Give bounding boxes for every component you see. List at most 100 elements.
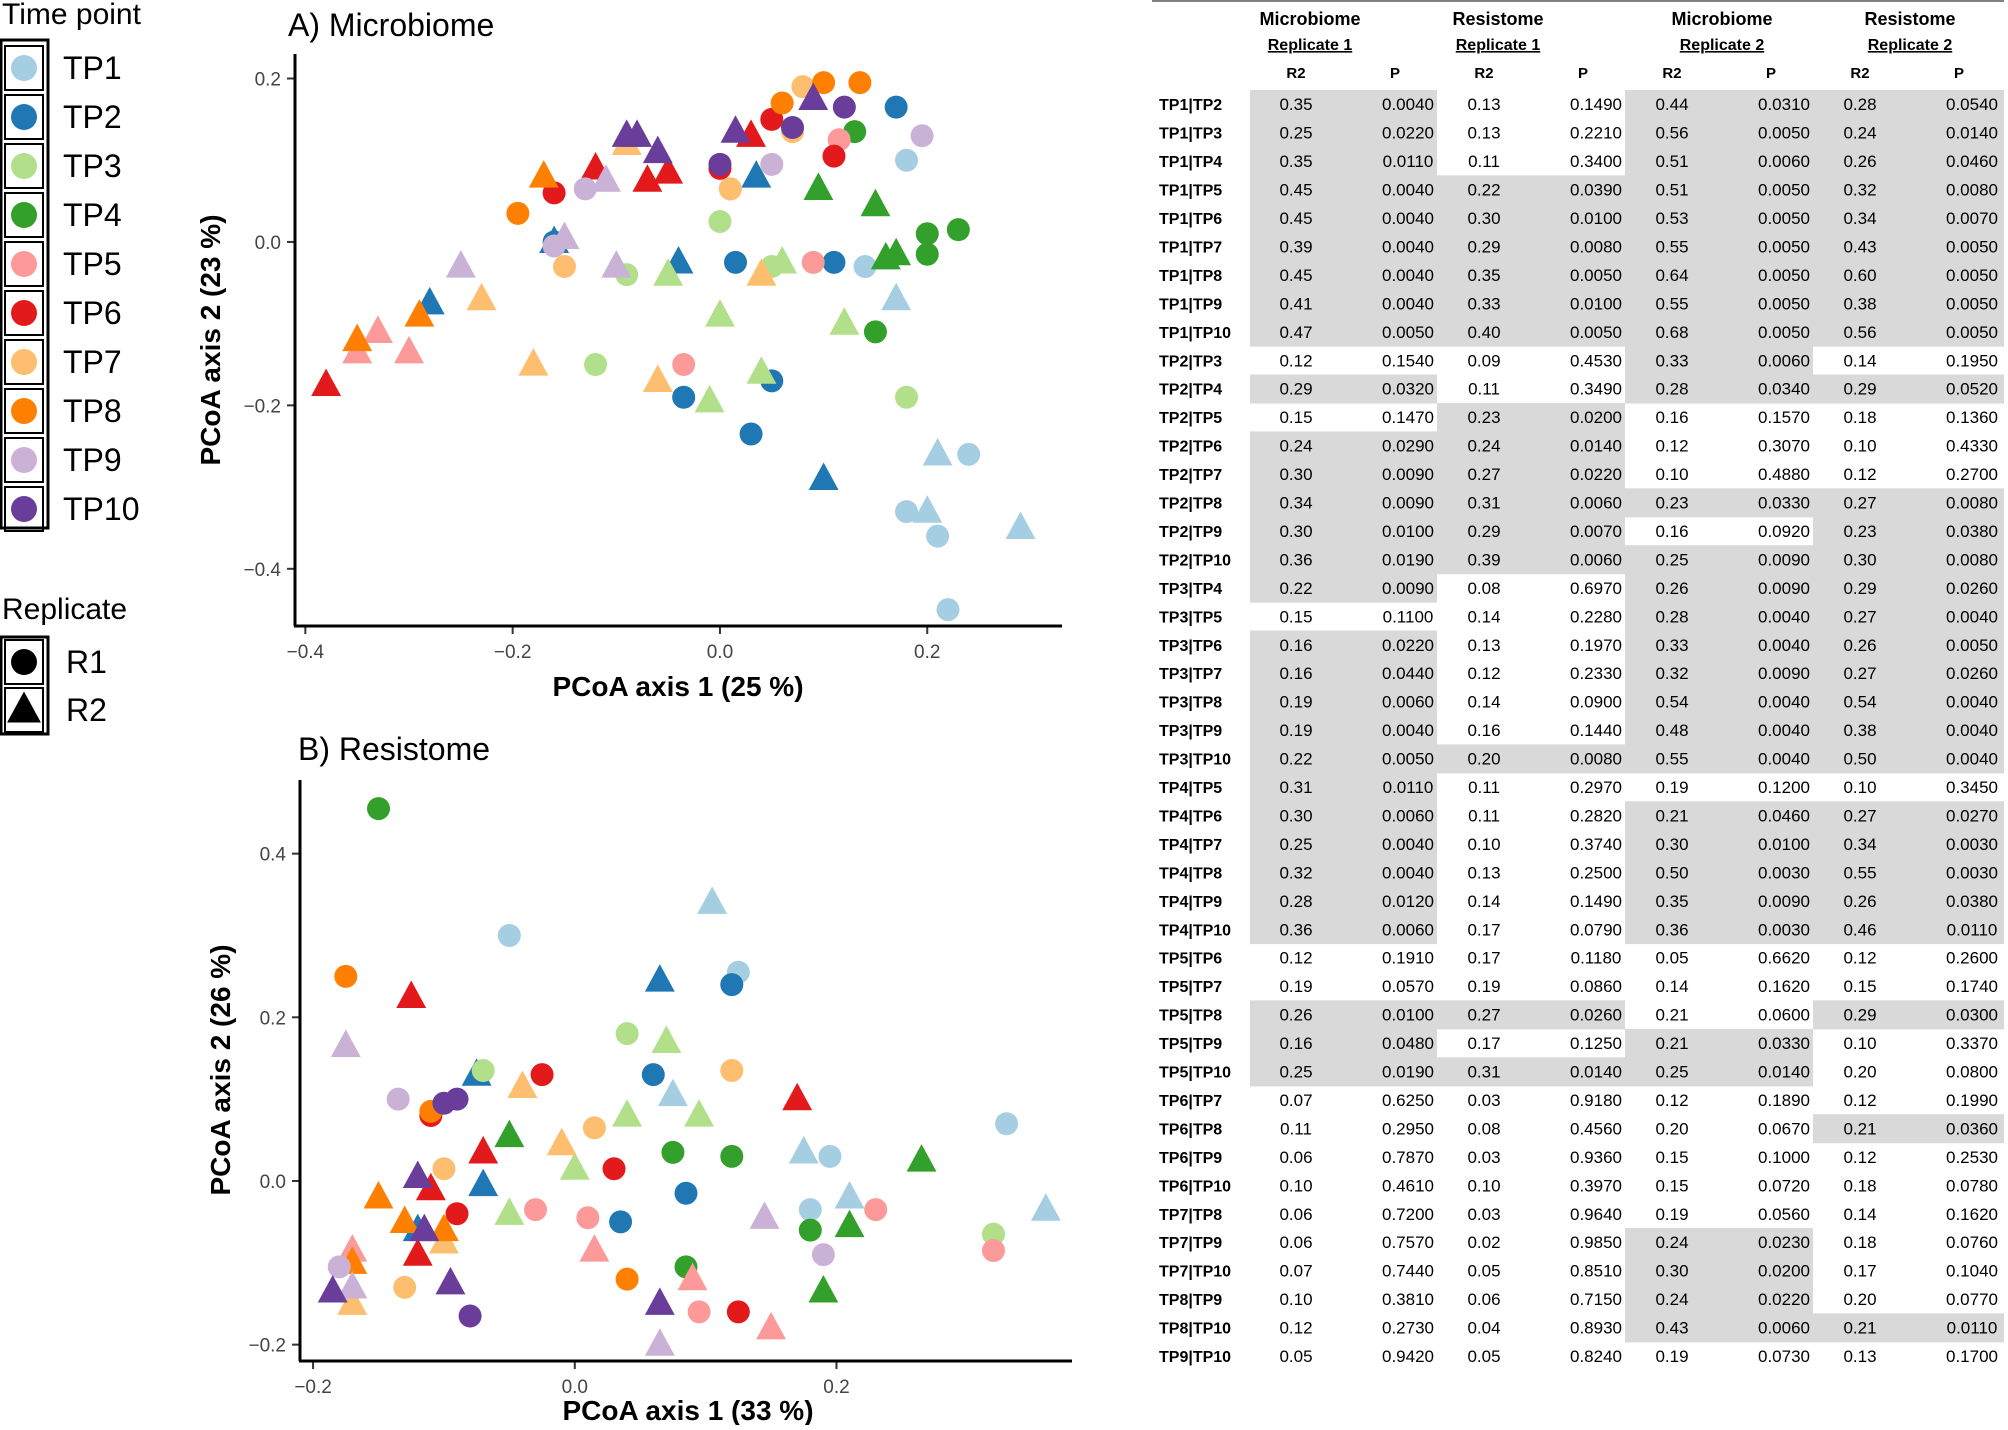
table-cell-r2: 0.06 bbox=[1279, 1233, 1312, 1252]
table-cell-p: 0.3810 bbox=[1382, 1290, 1434, 1309]
table-significance-shade bbox=[1625, 1313, 1813, 1343]
table-cell-p: 0.0780 bbox=[1946, 1176, 1998, 1195]
legend-swatch-tp4 bbox=[11, 202, 37, 228]
table-cell-p: 0.1490 bbox=[1570, 892, 1622, 911]
table-significance-shade bbox=[1813, 488, 2004, 518]
table-significance-shade bbox=[1437, 203, 1625, 233]
table-cell-p: 0.3490 bbox=[1570, 380, 1622, 399]
table-cell-p: 0.0330 bbox=[1758, 494, 1810, 513]
microbiome-point-tp10-r1 bbox=[832, 95, 856, 119]
table-cell-r2: 0.55 bbox=[1655, 237, 1688, 256]
table-cell-p: 0.0540 bbox=[1946, 95, 1998, 114]
table-cell-r2: 0.45 bbox=[1279, 181, 1312, 200]
resistome-point-tp10-r1 bbox=[445, 1087, 469, 1111]
table-cell-r2: 0.23 bbox=[1655, 494, 1688, 513]
table-row-label: TP3|TP4 bbox=[1159, 581, 1222, 598]
table-significance-shade bbox=[1437, 545, 1625, 575]
microbiome-point-tp10-r1 bbox=[708, 152, 732, 176]
table-cell-r2: 0.45 bbox=[1279, 209, 1312, 228]
table-cell-p: 0.0190 bbox=[1382, 550, 1434, 569]
table-cell-p: 0.0520 bbox=[1946, 380, 1998, 399]
table-cell-r2: 0.29 bbox=[1843, 1006, 1876, 1025]
table-cell-p: 0.0120 bbox=[1382, 892, 1434, 911]
resistome-y-tick-label: 0.0 bbox=[260, 1172, 286, 1193]
legend-swatch-r1 bbox=[11, 649, 37, 675]
table-row-label: TP6|TP7 bbox=[1159, 1093, 1222, 1110]
table-cell-p: 0.7440 bbox=[1382, 1262, 1434, 1281]
table-cell-p: 0.1360 bbox=[1946, 408, 1998, 427]
resistome-point-tp5-r1 bbox=[524, 1198, 548, 1222]
table-significance-shade bbox=[1250, 772, 1437, 802]
resistome-point-tp1-r1 bbox=[995, 1112, 1019, 1136]
table-cell-p: 0.0040 bbox=[1758, 636, 1810, 655]
legend-swatch-tp6 bbox=[11, 300, 37, 326]
table-significance-shade bbox=[1625, 801, 1813, 831]
microbiome-point-tp10-r1 bbox=[781, 116, 805, 140]
table-significance-shade bbox=[1437, 289, 1625, 319]
table-cell-r2: 0.43 bbox=[1843, 237, 1876, 256]
resistome-point-tp7-r2 bbox=[507, 1070, 538, 1098]
table-significance-shade bbox=[1250, 459, 1437, 489]
table-cell-p: 0.0040 bbox=[1758, 607, 1810, 626]
legend-swatch-tp2 bbox=[11, 104, 37, 130]
microbiome-point-tp4-r1 bbox=[915, 222, 939, 246]
resistome-point-tp2-r1 bbox=[674, 1181, 698, 1205]
table-cell-p: 0.0040 bbox=[1382, 95, 1434, 114]
table-cell-p: 0.0080 bbox=[1946, 550, 1998, 569]
table-cell-p: 0.9180 bbox=[1570, 1091, 1622, 1110]
table-cell-p: 0.0050 bbox=[1946, 323, 1998, 342]
table-cell-r2: 0.46 bbox=[1843, 920, 1876, 939]
resistome-point-tp2-r1 bbox=[641, 1063, 665, 1087]
microbiome-point-tp2-r1 bbox=[739, 422, 763, 446]
table-cell-p: 0.9850 bbox=[1570, 1233, 1622, 1252]
table-cell-r2: 0.03 bbox=[1467, 1091, 1500, 1110]
table-cell-r2: 0.26 bbox=[1843, 892, 1876, 911]
microbiome-point-tp5-r2 bbox=[394, 335, 424, 364]
table-significance-shade bbox=[1625, 374, 1813, 404]
table-cell-p: 0.0050 bbox=[1758, 181, 1810, 200]
resistome-point-tp6-r1 bbox=[530, 1063, 554, 1087]
resistome-point-tp5-r2 bbox=[756, 1311, 787, 1340]
table-row-label: TP1|TP10 bbox=[1159, 325, 1231, 342]
microbiome-point-tp8-r2 bbox=[342, 323, 373, 352]
table-significance-shade bbox=[1437, 488, 1625, 518]
table-cell-p: 0.0080 bbox=[1946, 181, 1998, 200]
table-significance-shade bbox=[1437, 260, 1625, 290]
table-cell-p: 0.0140 bbox=[1570, 1063, 1622, 1082]
table-cell-r2: 0.36 bbox=[1279, 920, 1312, 939]
table-cell-p: 0.0050 bbox=[1946, 237, 1998, 256]
table-cell-r2: 0.16 bbox=[1279, 1034, 1312, 1053]
microbiome-point-tp3-r2 bbox=[653, 258, 684, 286]
table-row-label: TP5|TP6 bbox=[1159, 951, 1222, 968]
table-cell-r2: 0.25 bbox=[1655, 1063, 1688, 1082]
resistome-point-tp9-r1 bbox=[386, 1087, 410, 1111]
table-cell-p: 0.0230 bbox=[1758, 1233, 1810, 1252]
microbiome-point-tp4-r2 bbox=[870, 241, 901, 270]
table-significance-shade bbox=[1813, 260, 2004, 290]
table-cell-p: 0.0040 bbox=[1382, 863, 1434, 882]
table-cell-r2: 0.19 bbox=[1655, 1347, 1688, 1366]
table-cell-r2: 0.25 bbox=[1279, 124, 1312, 143]
table-cell-p: 0.0920 bbox=[1758, 522, 1810, 541]
microbiome-scatter-plot: A) Microbiome −0.4 −0.2 0.0 0.2 −0.4 −0.2 0.0 0… bbox=[195, 7, 1062, 702]
table-cell-p: 0.0050 bbox=[1758, 237, 1810, 256]
table-cell-r2: 0.07 bbox=[1279, 1091, 1312, 1110]
table-cell-r2: 0.26 bbox=[1279, 1006, 1312, 1025]
table-cell-p: 0.0140 bbox=[1570, 437, 1622, 456]
legend: Time point TP1TP2TP3TP4TP5TP6TP7TP8TP9TP… bbox=[0, 0, 142, 736]
table-cell-r2: 0.30 bbox=[1279, 465, 1312, 484]
table-cell-r2: 0.28 bbox=[1655, 380, 1688, 399]
legend-replicate-frame bbox=[0, 635, 50, 736]
table-row-label: TP2|TP6 bbox=[1159, 439, 1222, 456]
table-cell-r2: 0.03 bbox=[1467, 1148, 1500, 1167]
permanova-table: Microbiome Replicate 1 R2 P Resistome Replica… bbox=[1152, 0, 2004, 1366]
legend-key-box bbox=[4, 639, 44, 685]
resistome-point-tp6-r2 bbox=[402, 1238, 433, 1266]
table-cell-r2: 0.50 bbox=[1655, 863, 1688, 882]
table-cell-r2: 0.12 bbox=[1655, 437, 1688, 456]
table-group-title: Microbiome bbox=[1259, 9, 1360, 29]
table-cell-r2: 0.12 bbox=[1279, 351, 1312, 370]
table-significance-shade bbox=[1437, 516, 1625, 546]
table-cell-r2: 0.24 bbox=[1279, 437, 1312, 456]
